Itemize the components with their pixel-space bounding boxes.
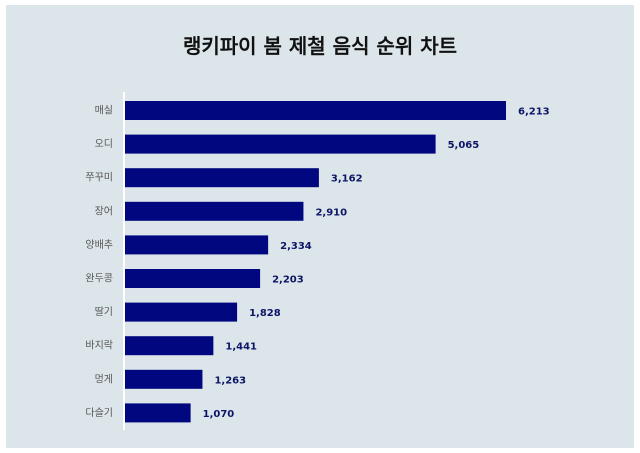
category-label-7: 바지락 bbox=[85, 340, 113, 352]
value-label-9: 1,070 bbox=[203, 409, 235, 420]
bar-0 bbox=[125, 101, 506, 120]
chart-card bbox=[6, 5, 634, 448]
chart-title: 랭키파이 봄 제철 음식 순위 차트 bbox=[182, 34, 457, 58]
bar-2 bbox=[125, 168, 319, 188]
value-label-0: 6,213 bbox=[518, 107, 550, 118]
bar-3 bbox=[125, 201, 304, 221]
category-label-0: 매실 bbox=[95, 105, 113, 117]
value-label-3: 2,910 bbox=[315, 207, 347, 218]
bar-6 bbox=[125, 302, 238, 322]
bar-8 bbox=[125, 369, 203, 389]
value-label-7: 1,441 bbox=[225, 342, 257, 353]
bar-5 bbox=[125, 269, 261, 288]
bar-4 bbox=[125, 235, 269, 255]
bar-7 bbox=[125, 336, 214, 356]
category-label-9: 다슬기 bbox=[85, 407, 113, 419]
category-label-2: 쭈꾸미 bbox=[85, 172, 113, 184]
value-label-2: 3,162 bbox=[331, 174, 363, 185]
category-label-8: 멍게 bbox=[95, 373, 113, 385]
category-label-3: 장어 bbox=[95, 205, 113, 217]
value-label-5: 2,203 bbox=[272, 275, 304, 286]
category-label-1: 오디 bbox=[95, 138, 113, 150]
bar-9 bbox=[125, 403, 191, 423]
category-label-6: 딸기 bbox=[95, 306, 113, 318]
category-label-5: 완두콩 bbox=[85, 273, 113, 285]
value-label-4: 2,334 bbox=[280, 241, 312, 252]
bar-1 bbox=[125, 134, 436, 154]
value-label-6: 1,828 bbox=[249, 308, 281, 319]
value-label-1: 5,065 bbox=[448, 140, 480, 151]
value-label-8: 1,263 bbox=[214, 375, 246, 386]
category-label-4: 양배추 bbox=[85, 239, 113, 251]
